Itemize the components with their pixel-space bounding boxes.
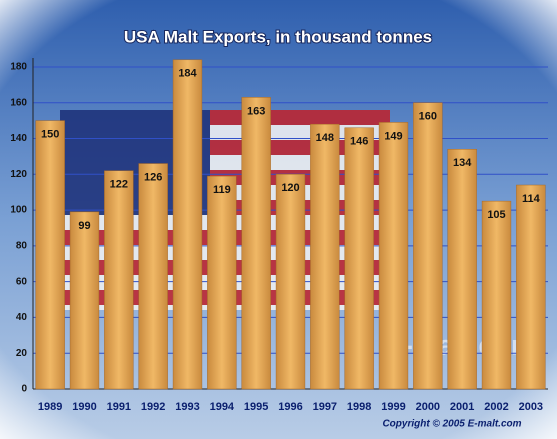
value-label: 126: [144, 171, 162, 183]
bar: [207, 175, 237, 390]
x-tick-label: 1989: [38, 401, 62, 413]
value-label: 149: [384, 130, 402, 142]
bar: [138, 163, 168, 390]
bar: [104, 170, 134, 390]
value-label: 119: [213, 184, 231, 196]
bar: [310, 123, 340, 390]
y-tick-label: 180: [10, 62, 27, 73]
x-tick-label: 1990: [72, 401, 96, 413]
x-tick-label: 2003: [519, 401, 543, 413]
bar: [35, 120, 65, 390]
bar: [241, 97, 271, 390]
y-tick-label: 120: [10, 169, 27, 180]
bar: [413, 102, 443, 390]
bar: [378, 122, 409, 390]
bar: [172, 59, 203, 390]
value-label: 105: [487, 209, 505, 221]
x-tick-label: 1992: [141, 401, 165, 413]
y-tick-label: 140: [10, 133, 27, 144]
value-label: 148: [316, 132, 334, 144]
value-label: 184: [178, 68, 197, 80]
value-label: 163: [247, 105, 265, 117]
y-tick-label: 100: [10, 205, 27, 216]
x-tick-label: 1998: [347, 401, 371, 413]
bar: [481, 200, 512, 390]
value-label: 122: [110, 179, 128, 191]
x-tick-label: 1995: [244, 401, 268, 413]
copyright: Copyright © 2005 E-malt.com: [382, 419, 521, 430]
value-label: 114: [522, 193, 541, 205]
x-tick-label: 1994: [210, 401, 235, 413]
x-tick-label: 2000: [416, 401, 440, 413]
value-label: 120: [281, 182, 299, 194]
value-label: 150: [41, 129, 59, 141]
y-tick-label: 20: [16, 348, 28, 359]
value-label: 134: [453, 157, 472, 169]
bar: [447, 148, 477, 390]
x-tick-label: 2002: [484, 401, 508, 413]
value-label: 160: [419, 111, 437, 123]
y-tick-label: 40: [16, 312, 28, 323]
bar: [344, 127, 374, 390]
bar: [516, 184, 546, 390]
x-tick-label: 1997: [313, 401, 337, 413]
y-tick-label: 0: [21, 384, 27, 395]
y-tick-label: 80: [16, 241, 28, 252]
x-tick-label: 1991: [107, 401, 131, 413]
chart-title: USA Malt Exports, in thousand tonnes: [124, 27, 432, 46]
bar: [69, 211, 100, 390]
x-tick-label: 1993: [175, 401, 199, 413]
x-tick-label: 1996: [278, 401, 302, 413]
x-tick-label: 1999: [381, 401, 405, 413]
value-label: 99: [78, 220, 90, 232]
y-tick-label: 60: [16, 276, 28, 287]
bar: [275, 174, 306, 390]
x-tick-label: 2001: [450, 401, 474, 413]
y-tick-label: 160: [10, 97, 27, 108]
value-label: 146: [350, 136, 368, 148]
